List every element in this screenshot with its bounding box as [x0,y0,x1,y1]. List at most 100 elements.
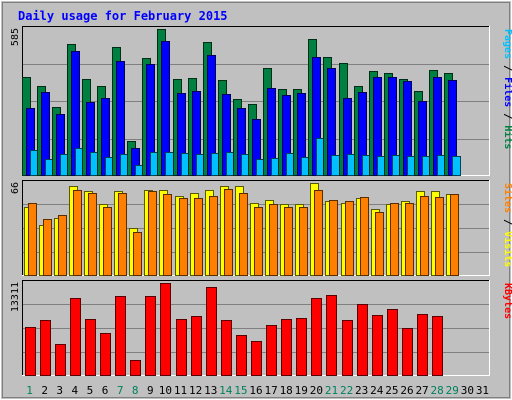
day-label-28: 28 [431,384,444,397]
day-label-2: 2 [41,384,48,397]
bar-sites-day-5 [88,193,97,276]
day-label-6: 6 [102,384,109,397]
bar-kbytes-day-15 [236,335,247,376]
bar-sites-day-7 [118,193,127,276]
bar-kbytes-day-8 [130,360,141,376]
panel-side-label: Sites / Visits [502,183,512,267]
bar-sites-day-9 [148,191,157,276]
bar-kbytes-day-20 [311,298,322,376]
bar-sites-day-20 [314,190,323,276]
bar-sites-day-23 [360,197,369,276]
bar-sites-day-3 [58,215,67,276]
day-label-11: 11 [174,384,187,397]
side-label-part: Files [502,77,512,107]
day-label-21: 21 [325,384,338,397]
day-label-9: 9 [147,384,154,397]
bar-kbytes-day-28 [432,316,443,376]
day-label-23: 23 [355,384,368,397]
panel-max-label: 13311 [10,282,21,312]
day-label-19: 19 [295,384,308,397]
bar-kbytes-day-14 [221,320,232,376]
day-label-10: 10 [159,384,172,397]
bar-pages-day-21 [331,155,340,176]
bar-kbytes-day-18 [281,319,292,376]
side-label-part: KBytes [502,283,512,319]
panel-side-label: Pages / Files / Hits [502,29,512,149]
day-label-29: 29 [446,384,459,397]
bar-pages-day-10 [165,152,174,176]
bar-kbytes-day-26 [402,328,413,376]
bar-sites-day-27 [420,196,429,276]
bar-sites-day-29 [450,194,459,276]
day-label-15: 15 [234,384,247,397]
bar-sites-day-2 [43,219,52,276]
bar-sites-day-26 [405,203,414,276]
chart-title: Daily usage for February 2015 [18,9,228,23]
bar-sites-day-28 [435,197,444,276]
bar-sites-day-21 [329,200,338,276]
bar-sites-day-11 [179,198,188,276]
day-label-17: 17 [264,384,277,397]
bar-sites-day-17 [269,204,278,276]
day-label-16: 16 [249,384,262,397]
day-label-7: 7 [117,384,124,397]
bar-kbytes-day-10 [160,283,171,376]
bar-sites-day-12 [194,198,203,276]
bar-kbytes-day-2 [40,320,51,376]
day-label-27: 27 [415,384,428,397]
bar-sites-day-4 [73,190,82,276]
day-label-18: 18 [280,384,293,397]
bar-kbytes-day-1 [25,327,36,376]
panel-visits-sites: 66 Sites / Visits [10,180,512,276]
panel-hits-files-pages: 585 Pages / Files / Hits [10,26,512,176]
bar-kbytes-day-9 [145,296,156,376]
day-label-5: 5 [87,384,94,397]
day-label-14: 14 [219,384,233,397]
bar-sites-day-6 [103,207,112,276]
bar-kbytes-day-6 [100,333,111,376]
bar-sites-day-25 [390,203,399,276]
day-label-30: 30 [461,384,474,397]
bar-sites-day-19 [299,207,308,276]
day-label-4: 4 [72,384,79,397]
day-label-24: 24 [370,384,384,397]
panel-max-label: 585 [10,28,21,46]
bar-kbytes-day-23 [357,304,368,376]
bar-kbytes-day-17 [266,325,277,376]
day-label-26: 26 [400,384,413,397]
bar-kbytes-day-5 [85,319,96,376]
side-label-part: Pages [502,29,512,59]
bar-kbytes-day-7 [115,296,126,376]
bar-kbytes-day-21 [326,295,337,376]
bar-sites-day-22 [345,201,354,276]
side-label-part: / [502,59,512,77]
day-label-1: 1 [26,384,33,397]
bar-kbytes-day-19 [296,318,307,376]
bar-kbytes-day-22 [342,320,353,376]
bar-kbytes-day-12 [191,316,202,376]
day-label-31: 31 [476,384,489,397]
side-label-part: Sites [502,183,512,213]
bar-kbytes-day-3 [55,344,66,376]
bar-sites-day-15 [239,193,248,276]
bar-kbytes-day-27 [417,314,428,376]
bar-sites-day-18 [284,207,293,276]
bar-sites-day-13 [209,196,218,276]
day-label-12: 12 [189,384,202,397]
bar-sites-day-1 [28,203,37,276]
bar-pages-day-29 [452,156,461,176]
bar-sites-day-16 [254,207,263,276]
side-label-part: / [502,107,512,125]
bar-kbytes-day-24 [372,315,383,376]
day-label-22: 22 [340,384,353,397]
side-label-part: / [502,213,512,231]
day-label-3: 3 [56,384,63,397]
side-label-part: Hits [502,125,512,149]
bar-sites-day-8 [133,232,142,276]
bar-kbytes-day-4 [70,298,81,376]
panel-max-label: 66 [10,182,21,194]
bar-sites-day-14 [224,189,233,276]
